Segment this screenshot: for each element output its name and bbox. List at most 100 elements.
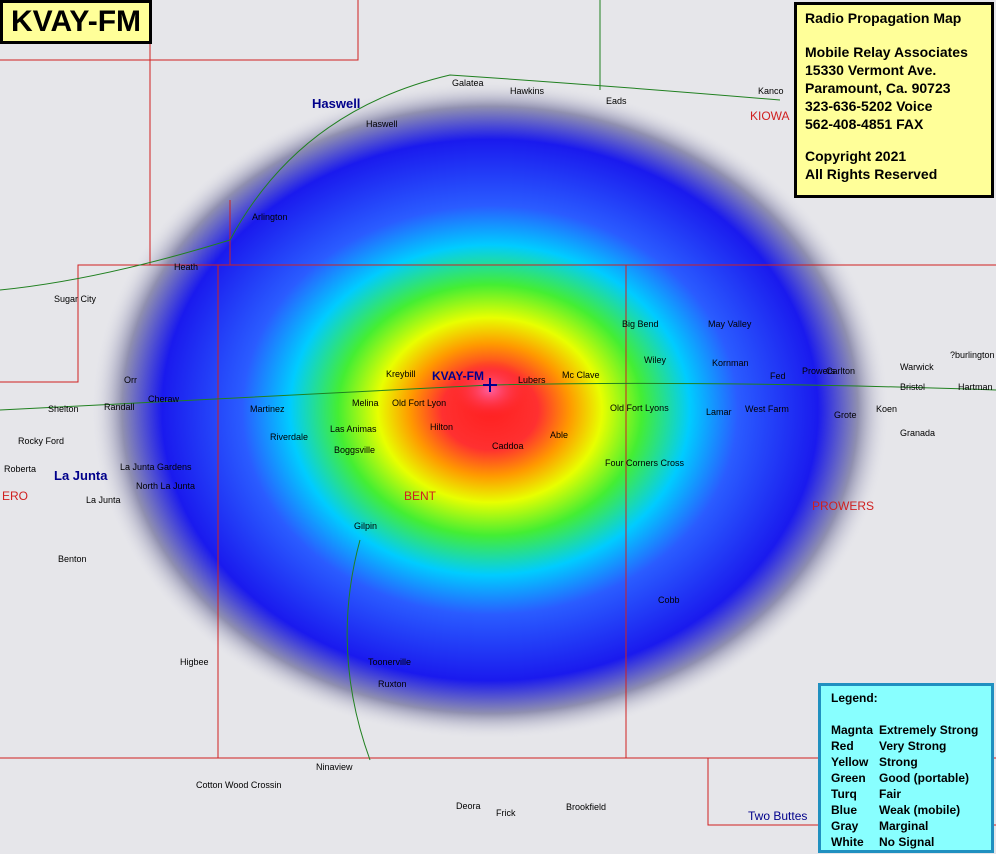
place-label: Fed [770, 371, 786, 381]
place-label: Boggsville [334, 445, 375, 455]
place-label: Cobb [658, 595, 680, 605]
place-label: La Junta [54, 468, 108, 483]
copyright: All Rights Reserved [805, 166, 938, 182]
place-label: Bristol [900, 382, 925, 392]
legend-title: Legend: [831, 691, 878, 705]
county-lines [0, 0, 996, 826]
info-box: Radio Propagation Map Mobile Relay Assoc… [794, 2, 994, 198]
info-heading: Radio Propagation Map [805, 10, 962, 26]
legend-color: Green [831, 771, 866, 785]
info-lines: Mobile Relay Associates 15330 Vermont Ave… [805, 43, 991, 133]
place-label: Granada [900, 428, 935, 438]
place-label: PROWERS [812, 499, 874, 513]
place-label: Carlton [826, 366, 855, 376]
station-label: KVAY-FM [432, 369, 484, 383]
place-label: ERO [2, 489, 28, 503]
place-label: Hilton [430, 422, 453, 432]
place-label: Prowers [802, 366, 836, 376]
legend-row: Red Very Strong [831, 738, 991, 754]
legend-color: Magnta [831, 723, 873, 737]
place-label: Old Fort Lyons [610, 403, 669, 413]
place-label: Melina [352, 398, 379, 408]
place-label: Deora [456, 801, 481, 811]
legend-strength: Extremely Strong [879, 723, 979, 737]
place-label: Brookfield [566, 802, 606, 812]
place-label: La Junta [86, 495, 121, 505]
place-label: Las Animas [330, 424, 377, 434]
place-label: North La Junta [136, 481, 195, 491]
legend-row: Turq Fair [831, 786, 991, 802]
place-label: Higbee [180, 657, 209, 667]
place-label: BENT [404, 489, 437, 503]
info-line: Mobile Relay Associates [805, 44, 968, 60]
place-label: Two Buttes [748, 809, 807, 823]
place-label: Arlington [252, 212, 288, 222]
place-label: Rocky Ford [18, 436, 64, 446]
legend-row: Magnta Extremely Strong [831, 722, 991, 738]
place-label: West Farm [745, 404, 789, 414]
place-label: Kanco [758, 86, 784, 96]
place-label: Koen [876, 404, 897, 414]
legend-row: White No Signal [831, 834, 991, 850]
place-label: ?burlington [950, 350, 995, 360]
place-label: KIOWA [750, 109, 790, 123]
place-label: Ruxton [378, 679, 407, 689]
place-label: Cheraw [148, 394, 180, 404]
place-label: Wiley [644, 355, 666, 365]
place-label: Martinez [250, 404, 285, 414]
legend-row: Blue Weak (mobile) [831, 802, 991, 818]
legend-row: Yellow Strong [831, 754, 991, 770]
place-label: Frick [496, 808, 516, 818]
info-line: Paramount, Ca. 90723 [805, 80, 951, 96]
place-label: Caddoa [492, 441, 524, 451]
place-label: Lubers [518, 375, 546, 385]
legend-row: Green Good (portable) [831, 770, 991, 786]
place-label: Eads [606, 96, 627, 106]
place-label: Kreybill [386, 369, 416, 379]
place-label: Shelton [48, 404, 79, 414]
place-label: Roberta [4, 464, 36, 474]
place-label: Four Corners Cross [605, 458, 685, 468]
info-line: 15330 Vermont Ave. [805, 62, 937, 78]
place-label: Ninaview [316, 762, 353, 772]
legend-color: Red [831, 739, 854, 753]
legend-box: Legend: Magnta Extremely Strong Red Very St… [818, 683, 994, 853]
place-label: La Junta Gardens [120, 462, 192, 472]
place-label: Grote [834, 410, 857, 420]
legend-strength: Weak (mobile) [879, 803, 961, 817]
place-label: May Valley [708, 319, 752, 329]
place-labels: Galatea Hawkins Eads Kanco KIOWA Haswell Haswe… [2, 78, 995, 823]
place-label: Old Fort Lyon [392, 398, 446, 408]
legend-color: Yellow [831, 755, 869, 769]
place-label: Cotton Wood Crossin [196, 780, 281, 790]
legend-strength: Fair [879, 787, 902, 801]
legend-row: Gray Marginal [831, 818, 991, 834]
legend-color: White [831, 835, 864, 849]
place-label: Big Bend [622, 319, 659, 329]
place-label: Sugar City [54, 294, 97, 304]
legend-color: Turq [831, 787, 857, 801]
info-line: 562-408-4851 FAX [805, 116, 924, 132]
legend-strength: Marginal [879, 819, 929, 833]
place-label: Lamar [706, 407, 732, 417]
place-label: Kornman [712, 358, 749, 368]
legend-strength: Very Strong [879, 739, 947, 753]
place-label: Mc Clave [562, 370, 600, 380]
legend-color: Gray [831, 819, 859, 833]
place-label: Able [550, 430, 568, 440]
place-label: Riverdale [270, 432, 308, 442]
place-label: Warwick [900, 362, 934, 372]
place-label: Hartman [958, 382, 993, 392]
place-label: Heath [174, 262, 198, 272]
legend-strength: Strong [879, 755, 918, 769]
place-label: Haswell [366, 119, 398, 129]
place-label: Orr [124, 375, 137, 385]
place-label: Randall [104, 402, 135, 412]
place-label: Galatea [452, 78, 484, 88]
copyright: Copyright 2021 [805, 148, 907, 164]
title: KVAY-FM [11, 5, 142, 38]
place-label: Haswell [312, 96, 360, 111]
place-label: Hawkins [510, 86, 545, 96]
legend-strength: No Signal [879, 835, 935, 849]
place-label: Benton [58, 554, 87, 564]
